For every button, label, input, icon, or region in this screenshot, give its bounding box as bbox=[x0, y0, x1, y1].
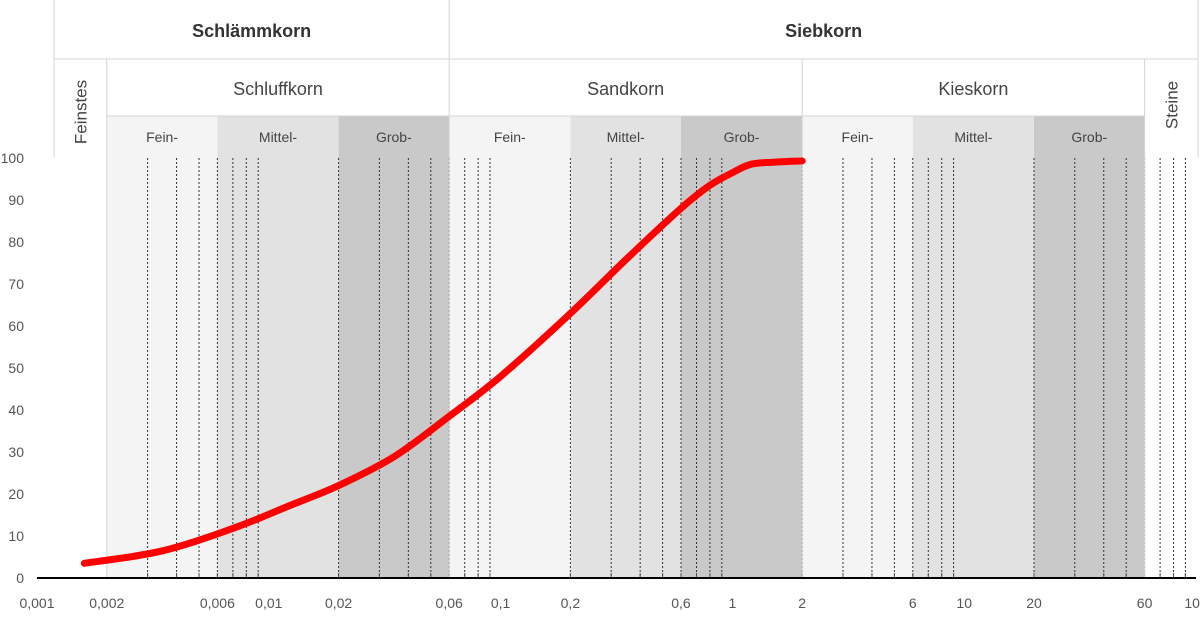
x-tick-label: 0,06 bbox=[436, 595, 463, 611]
y-tick-label: 30 bbox=[8, 444, 24, 460]
class-bands bbox=[106, 116, 1145, 578]
classification-header: Fein- Mittel- Grob- Fein- Mittel- Grob- Fein- M… bbox=[53, 0, 1199, 578]
subclass-label: Fein- bbox=[146, 129, 178, 145]
x-tick-label: 100 bbox=[1184, 595, 1200, 611]
y-tick-label: 50 bbox=[8, 360, 24, 376]
class-band bbox=[217, 116, 339, 578]
x-tick-label: 1 bbox=[729, 595, 737, 611]
x-tick-label: 0,006 bbox=[200, 595, 235, 611]
x-tick-label: 10 bbox=[956, 595, 972, 611]
series-layer bbox=[80, 157, 806, 567]
x-tick-label: 0,2 bbox=[561, 595, 581, 611]
class-band bbox=[1033, 116, 1145, 578]
subclass-label: Mittel- bbox=[954, 129, 992, 145]
x-tick-label: 20 bbox=[1026, 595, 1042, 611]
axes: 0 10 20 30 40 50 60 70 80 90 100 0,001 0,002 0,006 0,0… bbox=[1, 150, 1200, 611]
group-label: Siebkorn bbox=[785, 21, 862, 41]
x-tick-label: 60 bbox=[1137, 595, 1153, 611]
x-tick-label: 6 bbox=[909, 595, 917, 611]
class-band bbox=[338, 116, 450, 578]
y-tick-label: 0 bbox=[16, 570, 24, 586]
class-label: Schluffkorn bbox=[233, 79, 323, 99]
class-label: Steine bbox=[1162, 81, 1181, 129]
class-label: Feinstes bbox=[71, 80, 90, 144]
subclass-label: Fein- bbox=[842, 129, 874, 145]
class-band bbox=[802, 116, 913, 578]
subclass-label: Fein- bbox=[494, 129, 526, 145]
y-tick-label: 60 bbox=[8, 318, 24, 334]
subclass-label: Grob- bbox=[376, 129, 412, 145]
y-tick-label: 80 bbox=[8, 234, 24, 250]
y-tick-label: 10 bbox=[8, 528, 24, 544]
y-tick-label: 40 bbox=[8, 402, 24, 418]
x-tick-label: 0,001 bbox=[19, 595, 54, 611]
y-tick-label: 20 bbox=[8, 486, 24, 502]
y-tick-label: 90 bbox=[8, 192, 24, 208]
class-band bbox=[570, 116, 681, 578]
y-tick-label: 100 bbox=[1, 150, 25, 166]
x-tick-label: 0,01 bbox=[255, 595, 282, 611]
subclass-label: Mittel- bbox=[607, 129, 645, 145]
x-tick-label: 0,02 bbox=[325, 595, 352, 611]
x-tick-label: 2 bbox=[798, 595, 806, 611]
subclass-label: Grob- bbox=[724, 129, 760, 145]
y-tick-label: 70 bbox=[8, 276, 24, 292]
class-band bbox=[680, 116, 803, 578]
group-label: Schlämmkorn bbox=[192, 21, 311, 41]
subclass-label: Grob- bbox=[1071, 129, 1107, 145]
class-band bbox=[106, 116, 218, 578]
x-tick-label: 0,002 bbox=[89, 595, 124, 611]
class-label: Kieskorn bbox=[938, 79, 1008, 99]
x-tick-label: 0,6 bbox=[671, 595, 691, 611]
grading-curve bbox=[80, 157, 806, 567]
class-band bbox=[912, 116, 1034, 578]
class-band bbox=[449, 116, 571, 578]
class-label: Sandkorn bbox=[587, 79, 664, 99]
x-tick-label: 0,1 bbox=[491, 595, 511, 611]
subclass-label: Mittel- bbox=[259, 129, 297, 145]
